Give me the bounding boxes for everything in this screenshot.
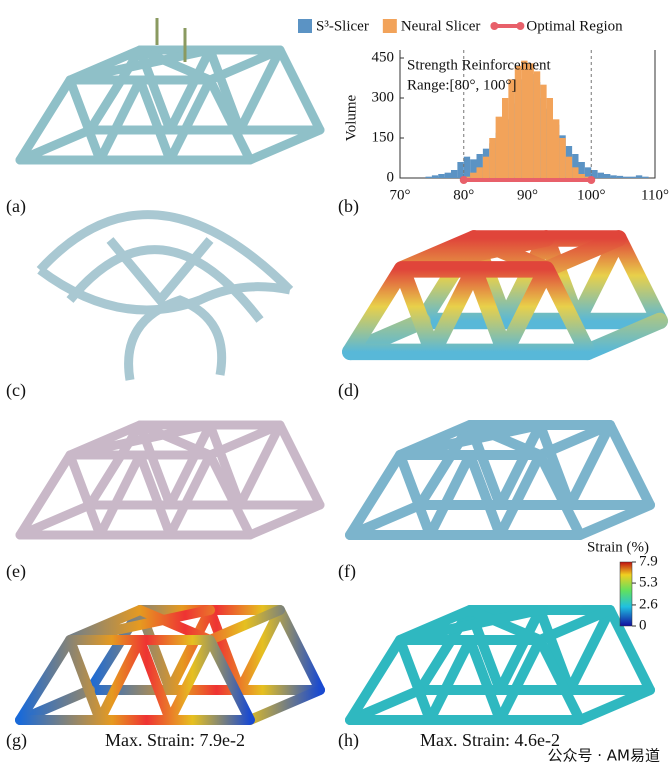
bar xyxy=(584,167,592,178)
x-tick-label: 70° xyxy=(390,187,411,203)
bar xyxy=(591,170,598,178)
load-arrows xyxy=(155,18,187,62)
bar xyxy=(578,174,585,178)
bar xyxy=(597,172,604,178)
truss-f xyxy=(350,425,650,535)
region-end xyxy=(459,176,468,184)
bar xyxy=(502,98,509,178)
bar xyxy=(629,176,636,178)
bar xyxy=(565,156,573,178)
panel-label: (e) xyxy=(6,561,26,582)
panel-label: (g) xyxy=(6,730,27,751)
bar xyxy=(470,172,477,178)
bar xyxy=(572,167,579,178)
region-end xyxy=(587,176,596,184)
bar xyxy=(546,98,553,178)
panel-label: (d) xyxy=(338,380,359,401)
truss-g xyxy=(20,610,320,720)
legend-swatch xyxy=(382,19,397,33)
bar xyxy=(470,159,477,178)
bar xyxy=(457,162,464,178)
colorbar xyxy=(619,561,633,627)
caption: Max. Strain: 4.6e-2 xyxy=(420,730,560,750)
bar xyxy=(642,176,649,178)
caption: Max. Strain: 7.9e-2 xyxy=(105,730,245,750)
truss-e xyxy=(20,425,320,535)
bar xyxy=(463,176,471,178)
y-tick-label: 150 xyxy=(372,129,395,145)
bar xyxy=(521,60,528,178)
bar xyxy=(616,175,624,178)
bar xyxy=(508,79,515,178)
bar xyxy=(489,138,496,178)
legend-swatch xyxy=(298,19,312,33)
bar xyxy=(495,116,502,178)
y-axis-label: Volume xyxy=(343,94,359,141)
annotation: Strength Reinforcement xyxy=(407,57,552,73)
watermark: 公众号 · AM易道 xyxy=(547,747,660,765)
bar xyxy=(514,66,522,178)
bar xyxy=(559,138,566,178)
bar xyxy=(476,154,483,178)
colorbar-tick-label: 0 xyxy=(639,617,647,633)
panel-label: (f) xyxy=(338,561,356,582)
bar xyxy=(584,176,592,178)
bar xyxy=(572,154,579,178)
bar xyxy=(533,71,541,178)
x-tick-label: 90° xyxy=(517,187,538,203)
bar xyxy=(451,170,458,178)
bar xyxy=(431,175,439,178)
panel-images xyxy=(20,18,660,720)
bar xyxy=(623,176,630,178)
bar xyxy=(425,176,432,178)
y-tick-label: 450 xyxy=(372,49,395,65)
panel-label: (b) xyxy=(338,196,359,217)
bar xyxy=(604,174,611,178)
bar xyxy=(438,174,445,178)
bar xyxy=(635,175,643,178)
x-tick-label: 110° xyxy=(641,187,669,203)
bar xyxy=(610,175,617,178)
legend-swatch xyxy=(516,22,525,30)
legend-swatch xyxy=(490,22,499,30)
annotation: Range:[80°, 100°] xyxy=(407,77,516,93)
bar xyxy=(482,156,490,178)
bar xyxy=(476,167,483,178)
x-tick-label: 100° xyxy=(577,187,606,203)
colorbar-tick-label: 2.6 xyxy=(639,596,658,612)
y-tick-label: 0 xyxy=(387,169,395,185)
legend-label: Optimal Region xyxy=(526,18,623,34)
panel-label: (c) xyxy=(6,380,26,401)
colorbar-tick-label: 5.3 xyxy=(639,575,658,591)
bar xyxy=(578,162,585,178)
colorbar-tick-label: 7.9 xyxy=(639,553,658,569)
x-tick-label: 80° xyxy=(453,187,474,203)
bar xyxy=(540,84,547,178)
truss-a xyxy=(20,50,320,160)
y-tick-label: 300 xyxy=(372,89,395,105)
bar xyxy=(463,156,471,178)
colorbar-title: Strain (%) xyxy=(587,539,649,555)
bar xyxy=(527,63,534,179)
legend-label: Neural Slicer xyxy=(401,18,481,34)
bar xyxy=(444,172,451,178)
bar xyxy=(553,119,560,178)
truss-d xyxy=(350,238,659,351)
panel-label: (h) xyxy=(338,730,359,751)
legend-label: S³-Slicer xyxy=(316,18,369,34)
truss-h xyxy=(350,610,650,720)
panel-label: (a) xyxy=(6,196,26,217)
arch-c xyxy=(36,210,294,381)
